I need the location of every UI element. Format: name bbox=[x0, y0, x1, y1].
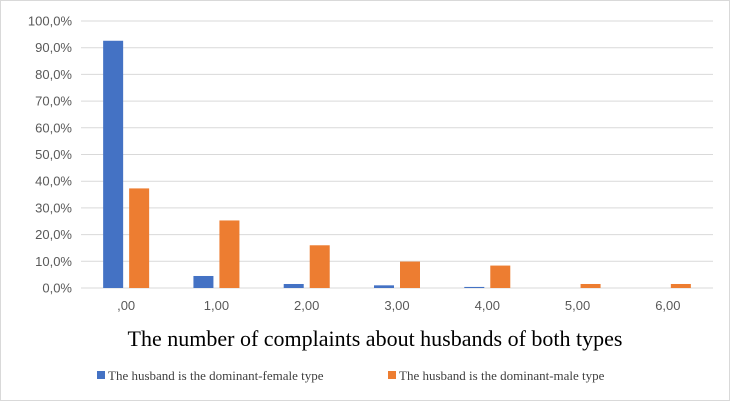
bar-female-type-1 bbox=[193, 275, 214, 288]
bars bbox=[103, 40, 691, 289]
x-tick-label: 1,00 bbox=[204, 298, 229, 313]
x-tick-label: 5,00 bbox=[565, 298, 590, 313]
y-tick-label: 80,0% bbox=[35, 67, 72, 82]
legend-label-male-type: The husband is the dominant-male type bbox=[399, 368, 605, 383]
bar-male-type-2 bbox=[309, 245, 330, 288]
x-tick-label: 3,00 bbox=[384, 298, 409, 313]
bar-male-type-5 bbox=[580, 283, 601, 288]
bar-female-type-2 bbox=[283, 283, 304, 288]
y-tick-label: 60,0% bbox=[35, 120, 72, 135]
legend: The husband is the dominant-female type … bbox=[97, 368, 605, 383]
y-tick-label: 40,0% bbox=[35, 174, 72, 189]
y-tick-label: 30,0% bbox=[35, 200, 72, 215]
bar-male-type-0 bbox=[129, 188, 150, 288]
y-tick-label: 70,0% bbox=[35, 94, 72, 109]
legend-label-female-type: The husband is the dominant-female type bbox=[108, 368, 324, 383]
bar-male-type-4 bbox=[490, 265, 511, 288]
bar-male-type-1 bbox=[219, 220, 240, 288]
bar-female-type-3 bbox=[374, 285, 394, 288]
x-tick-label: 2,00 bbox=[294, 298, 319, 313]
x-tick-label: ,00 bbox=[117, 298, 135, 313]
y-tick-label: 20,0% bbox=[35, 227, 72, 242]
y-tick-label: 50,0% bbox=[35, 147, 72, 162]
x-tick-label: 6,00 bbox=[655, 298, 680, 313]
bar-female-type-0 bbox=[103, 40, 124, 289]
x-axis-title: The number of complaints about husbands … bbox=[128, 326, 623, 351]
bar-male-type-3 bbox=[400, 261, 420, 288]
bar-male-type-6 bbox=[670, 283, 691, 288]
y-tick-label: 0,0% bbox=[42, 281, 72, 296]
y-axis-ticks: 0,0% 10,0% 20,0% 30,0% 40,0% 50,0% 60,0% 70,0% 8… bbox=[28, 14, 73, 296]
gridlines bbox=[81, 20, 713, 289]
bar-female-type-4 bbox=[464, 286, 485, 288]
legend-swatch-female-type bbox=[97, 371, 105, 379]
x-tick-label: 4,00 bbox=[475, 298, 500, 313]
y-tick-label: 90,0% bbox=[35, 40, 72, 55]
legend-swatch-male-type bbox=[388, 371, 396, 379]
y-tick-label: 100,0% bbox=[28, 14, 73, 29]
y-tick-label: 10,0% bbox=[35, 254, 72, 269]
x-axis-ticks: ,00 1,00 2,00 3,00 4,00 5,00 6,00 bbox=[117, 298, 680, 313]
